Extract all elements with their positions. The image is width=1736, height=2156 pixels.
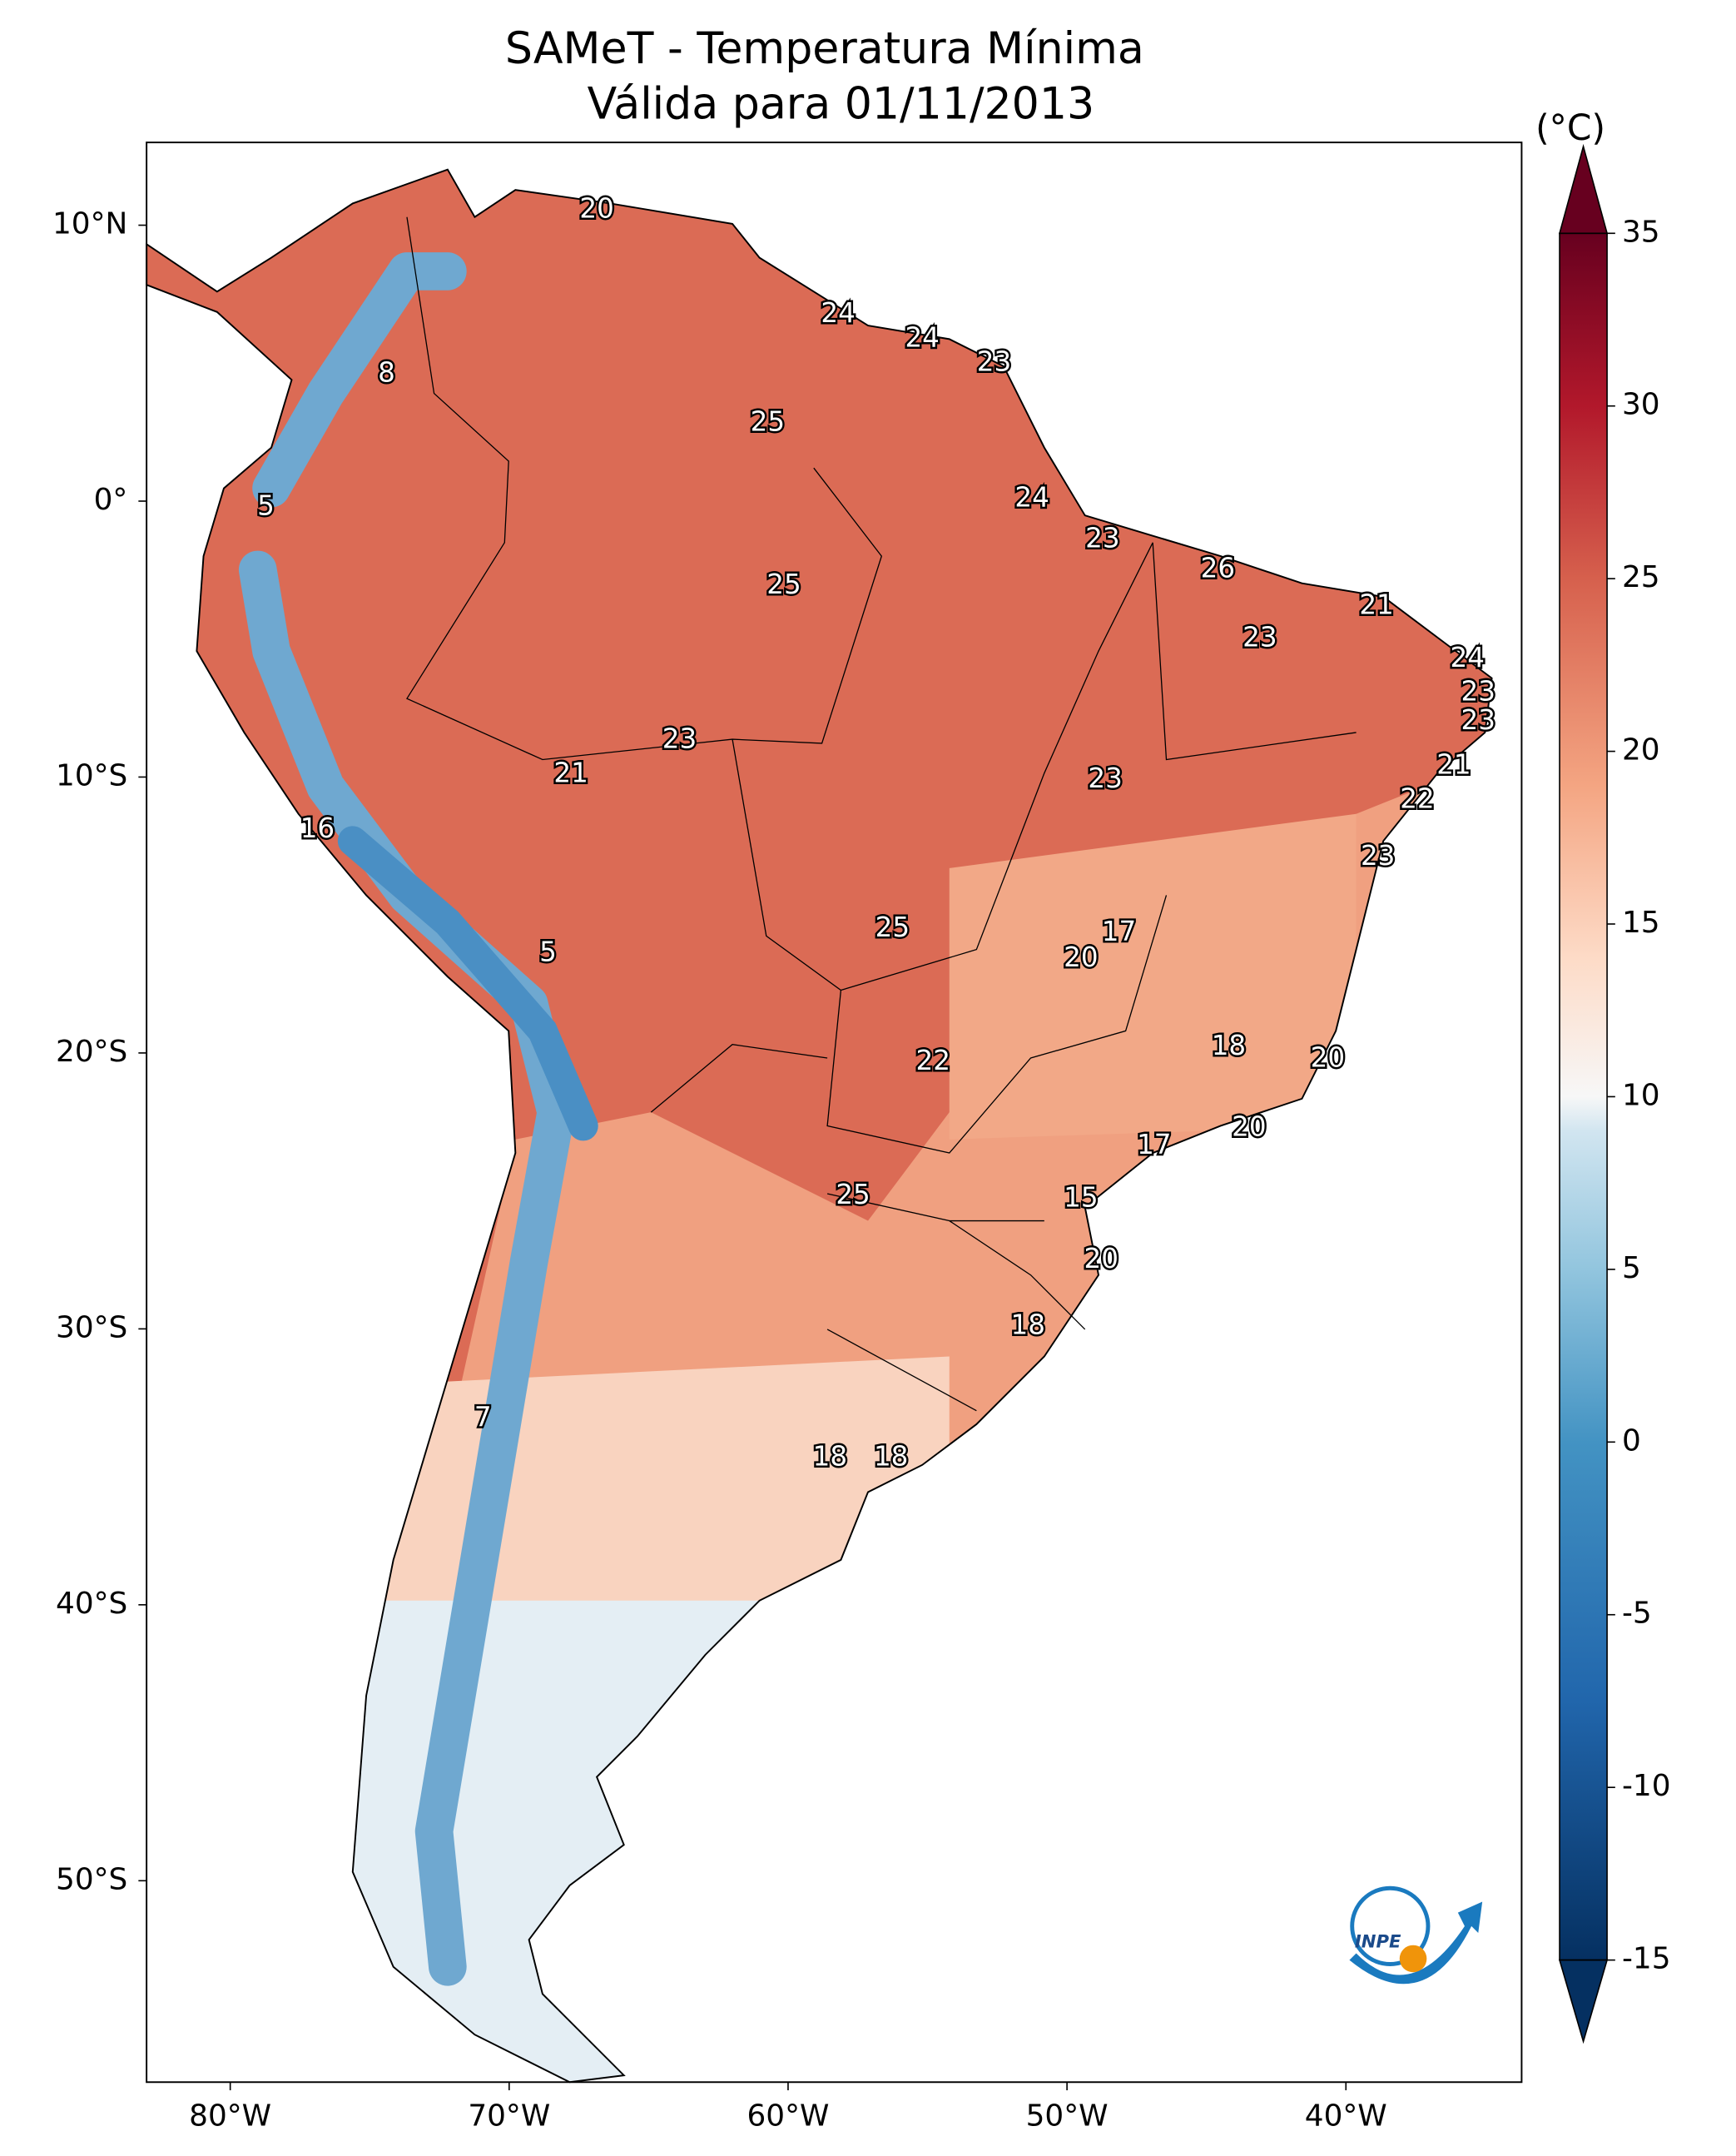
x-tick-label: 40°W bbox=[1305, 2099, 1387, 2134]
subtitle: Válida para 01/11/2013 bbox=[588, 80, 1095, 130]
temperature-label: 20 bbox=[1064, 941, 1098, 973]
colorbar bbox=[1558, 143, 1609, 2044]
temperature-label: 25 bbox=[766, 569, 801, 600]
temperature-label: 25 bbox=[751, 405, 785, 437]
y-tick-label: 20°S bbox=[56, 1035, 127, 1069]
title: SAMeT - Temperatura Mínima bbox=[505, 24, 1144, 74]
temperature-label: 17 bbox=[1137, 1129, 1171, 1160]
colorbar-tick-label: 5 bbox=[1622, 1251, 1641, 1285]
temperature-label: 22 bbox=[1400, 782, 1434, 814]
x-tick-label: 70°W bbox=[468, 2099, 550, 2134]
colorbar-tick-label: 10 bbox=[1622, 1078, 1660, 1112]
temperature-label: 25 bbox=[875, 912, 910, 943]
logo-text: INPE bbox=[1355, 1930, 1401, 1951]
temperature-label: 23 bbox=[1242, 621, 1277, 653]
temperature-label: 20 bbox=[1311, 1042, 1345, 1074]
inpe-logo: INPE bbox=[1349, 1885, 1483, 1985]
temperature-label: 23 bbox=[1085, 523, 1119, 554]
x-tick-label: 60°W bbox=[746, 2099, 829, 2134]
colorbar-tick-label: 15 bbox=[1622, 906, 1660, 940]
temperature-label: 23 bbox=[662, 723, 697, 755]
y-tick-label: 50°S bbox=[56, 1862, 127, 1896]
y-tick-label: 30°S bbox=[56, 1310, 127, 1344]
temperature-label: 8 bbox=[378, 357, 395, 389]
x-tick-label: 80°W bbox=[189, 2099, 271, 2134]
colorbar-tick-label: -5 bbox=[1622, 1597, 1652, 1631]
temperature-label: 23 bbox=[1461, 704, 1495, 736]
y-tick-label: 10°N bbox=[52, 207, 127, 241]
temperature-label: 21 bbox=[1359, 589, 1393, 620]
map-frame bbox=[146, 142, 1523, 2084]
temperature-label: 5 bbox=[539, 936, 557, 968]
temperature-label: 18 bbox=[874, 1441, 908, 1473]
temperature-label: 16 bbox=[300, 812, 335, 844]
colorbar-tick-label: -10 bbox=[1622, 1769, 1671, 1803]
colorbar-tick-label: 20 bbox=[1622, 733, 1660, 768]
y-tick-label: 0° bbox=[94, 483, 128, 517]
temperature-label: 18 bbox=[1011, 1309, 1045, 1341]
temperature-label: 7 bbox=[474, 1401, 492, 1433]
colorbar-tick-label: -15 bbox=[1622, 1942, 1671, 1976]
temperature-label: 23 bbox=[977, 346, 1011, 378]
temperature-label: 24 bbox=[1451, 642, 1485, 673]
temperature-label: 18 bbox=[813, 1441, 847, 1473]
temperature-label: 26 bbox=[1201, 552, 1235, 584]
temperature-label: 21 bbox=[553, 757, 588, 788]
temperature-label: 15 bbox=[1064, 1181, 1098, 1213]
temperature-label: 24 bbox=[1014, 482, 1049, 514]
temperature-label: 20 bbox=[1084, 1243, 1118, 1274]
colorbar-unit: (°C) bbox=[1535, 107, 1605, 148]
temperature-label: 24 bbox=[821, 297, 855, 329]
temperature-label: 24 bbox=[905, 321, 939, 353]
colorbar-tick-label: 30 bbox=[1622, 388, 1660, 422]
temperature-label: 20 bbox=[579, 193, 613, 225]
x-tick-label: 50°W bbox=[1026, 2099, 1109, 2134]
y-tick-label: 40°S bbox=[56, 1587, 127, 1621]
temperature-label: 22 bbox=[915, 1045, 950, 1076]
y-tick-label: 10°S bbox=[56, 758, 127, 792]
colorbar-tick-label: 0 bbox=[1622, 1423, 1641, 1458]
temperature-label: 23 bbox=[1088, 763, 1122, 794]
temperature-label: 17 bbox=[1102, 916, 1136, 947]
temperature-label: 18 bbox=[1212, 1030, 1246, 1061]
temperature-label: 23 bbox=[1461, 676, 1495, 708]
borders bbox=[406, 216, 1357, 1412]
colorbar-tick-label: 25 bbox=[1622, 560, 1660, 594]
temperature-label: 21 bbox=[1436, 749, 1471, 781]
temperature-field bbox=[146, 169, 1492, 2083]
colorbar-tick-label: 35 bbox=[1622, 215, 1660, 249]
temperature-label: 5 bbox=[257, 489, 275, 521]
temperature-label: 25 bbox=[836, 1179, 870, 1210]
temperature-label: 20 bbox=[1232, 1111, 1266, 1143]
temperature-label: 23 bbox=[1361, 840, 1395, 872]
